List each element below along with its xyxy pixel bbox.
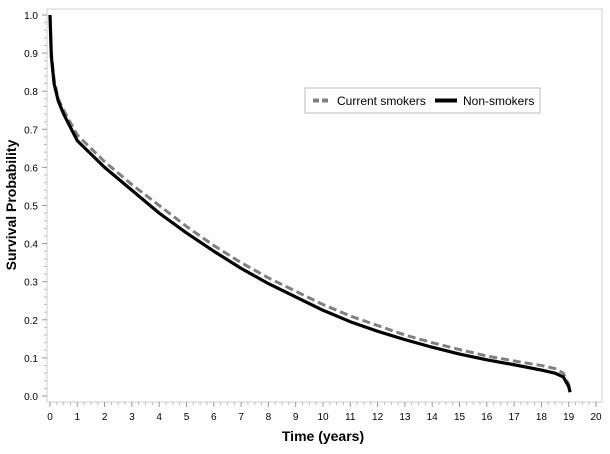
x-tick-label: 20 <box>590 412 602 423</box>
x-tick-label: 10 <box>317 412 329 423</box>
x-tick-label: 2 <box>102 412 108 423</box>
y-tick-label: 0.0 <box>24 392 38 403</box>
y-tick-label: 0.6 <box>24 163 38 174</box>
y-tick-label: 0.2 <box>24 316 38 327</box>
x-axis-label: Time (years) <box>282 428 364 444</box>
y-tick-label: 0.9 <box>24 49 38 60</box>
plot-frame <box>46 8 603 403</box>
x-tick-label: 11 <box>345 412 356 423</box>
x-tick-label: 1 <box>75 412 81 423</box>
legend-label-nonsmokers: Non-smokers <box>463 94 534 108</box>
x-tick-label: 8 <box>266 412 272 423</box>
x-tick-label: 6 <box>211 412 217 423</box>
x-tick-label: 4 <box>156 412 162 423</box>
x-tick-label: 19 <box>563 412 575 423</box>
y-tick-label: 0.8 <box>24 87 38 98</box>
legend: Current smokers Non-smokers <box>304 87 541 114</box>
y-tick-label: 0.3 <box>24 278 38 289</box>
x-tick-label: 0 <box>47 412 53 423</box>
x-tick-label: 7 <box>238 412 244 423</box>
x-tick-label: 5 <box>184 412 190 423</box>
x-tick-label: 12 <box>372 412 384 423</box>
series-line-non-smokers <box>48 14 572 393</box>
x-tick-label: 14 <box>427 412 439 423</box>
x-tick-label: 16 <box>481 412 493 423</box>
x-tick-label: 15 <box>454 412 466 423</box>
y-tick-label: 0.4 <box>24 240 38 251</box>
y-tick-label: 0.7 <box>24 125 38 136</box>
y-tick-label: 0.1 <box>24 354 38 365</box>
y-tick-label: 0.5 <box>24 202 38 213</box>
y-axis-label: Survival Probability <box>3 139 19 270</box>
x-tick-label: 13 <box>399 412 411 423</box>
series-line-current-smokers <box>48 14 572 393</box>
x-tick-label: 9 <box>293 412 299 423</box>
legend-label-smokers: Current smokers <box>337 94 426 108</box>
y-tick-label: 1.0 <box>24 11 38 22</box>
x-tick-label: 18 <box>536 412 548 423</box>
x-tick-label: 3 <box>129 412 135 423</box>
x-tick-label: 17 <box>509 412 521 423</box>
